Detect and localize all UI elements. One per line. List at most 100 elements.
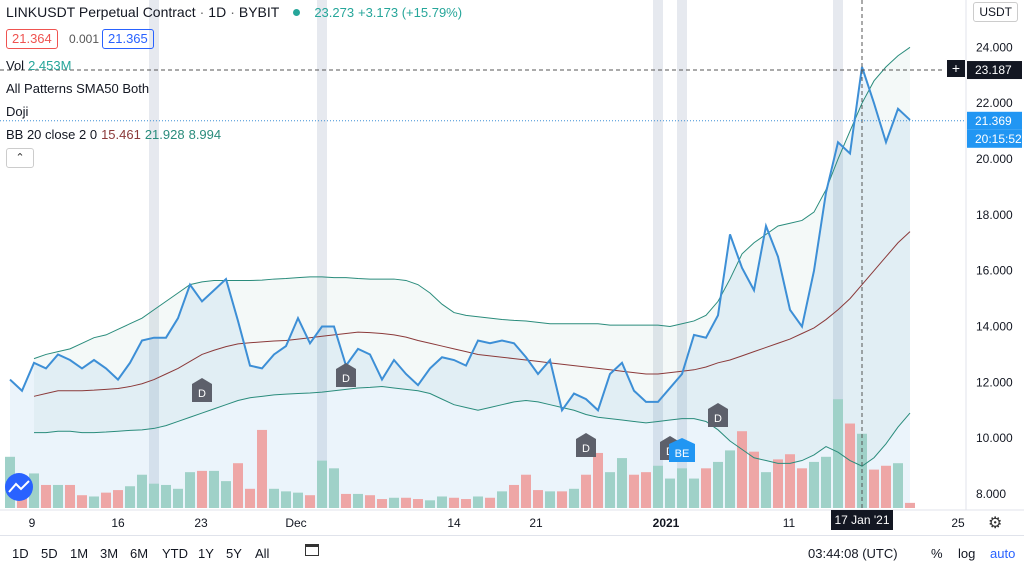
volume-label: Vol — [6, 58, 24, 73]
range-1d[interactable]: 1D — [12, 546, 29, 561]
range-5d[interactable]: 5D — [41, 546, 58, 561]
volume-bar — [821, 457, 831, 508]
price-chart[interactable]: DDDDDBE8.00010.00012.00014.00016.00018.0… — [0, 0, 1024, 535]
volume-bar — [773, 459, 783, 508]
volume-bar — [473, 496, 483, 508]
volume-bar — [521, 475, 531, 508]
volume-bar — [893, 463, 903, 508]
range-5y[interactable]: 5Y — [226, 546, 242, 561]
volume-bar — [545, 491, 555, 508]
volume-bar — [53, 485, 63, 508]
volume-bar — [797, 468, 807, 508]
price-change: +3.173 (+15.79%) — [358, 5, 462, 20]
utc-clock[interactable]: 03:44:08 (UTC) — [808, 546, 898, 561]
volume-bar — [881, 466, 891, 508]
volume-bar — [593, 453, 603, 508]
range-3m[interactable]: 3M — [100, 546, 118, 561]
log-toggle[interactable]: log — [958, 546, 975, 561]
pattern-marker-label: BE — [675, 448, 690, 460]
buy-price-button[interactable]: 21.365 — [102, 29, 154, 49]
patterns-legend[interactable]: All Patterns SMA50 Both — [6, 81, 149, 96]
range-6m[interactable]: 6M — [130, 546, 148, 561]
volume-bar — [833, 399, 843, 508]
volume-bar — [749, 452, 759, 508]
volume-bar — [377, 499, 387, 508]
x-tick-label: 2021 — [653, 516, 680, 530]
auto-toggle[interactable]: auto — [990, 546, 1015, 561]
exchange-label: BYBIT — [239, 4, 279, 20]
percent-toggle[interactable]: % — [931, 546, 943, 561]
volume-bar — [101, 493, 111, 508]
sell-price-button[interactable]: 21.364 — [6, 29, 58, 49]
bb-lower-value: 8.994 — [189, 127, 222, 142]
volume-bar — [653, 466, 663, 508]
volume-bar — [689, 479, 699, 508]
settings-gear-icon[interactable]: ⚙ — [988, 513, 1002, 533]
volume-bar — [557, 491, 567, 508]
symbol-name[interactable]: LINKUSDT Perpetual Contract — [6, 4, 196, 20]
volume-bar — [113, 490, 123, 508]
volume-bar — [761, 472, 771, 508]
currency-button[interactable]: USDT — [973, 2, 1018, 22]
volume-bar — [629, 475, 639, 508]
range-ytd[interactable]: YTD — [162, 546, 188, 561]
x-tick-label: 14 — [447, 516, 461, 530]
bb-label: BB 20 close 2 0 — [6, 127, 97, 142]
volume-bar — [413, 499, 423, 508]
collapse-legend-button[interactable]: ⌃ — [6, 148, 34, 168]
volume-bar — [869, 470, 879, 508]
volume-bar — [581, 475, 591, 508]
volume-bar — [197, 471, 207, 508]
range-1m[interactable]: 1M — [70, 546, 88, 561]
y-tick-label: 20.000 — [976, 152, 1013, 166]
volume-bar — [737, 431, 747, 508]
market-status-icon — [293, 9, 300, 16]
range-all[interactable]: All — [255, 546, 269, 561]
volume-bar — [701, 468, 711, 508]
bottom-toolbar: 1D 5D 1M 3M 6M YTD 1Y 5Y All 03:44:08 (U… — [0, 535, 1024, 568]
volume-bar — [485, 498, 495, 508]
volume-bar — [233, 463, 243, 508]
pattern-marker-label: D — [198, 388, 206, 400]
y-tick-label: 18.000 — [976, 208, 1013, 222]
volume-value: 2.453M — [28, 58, 71, 73]
volume-bar — [353, 494, 363, 508]
bb-mid-value: 15.461 — [101, 127, 141, 142]
x-tick-label: 25 — [951, 516, 965, 530]
volume-bar — [641, 472, 651, 508]
volume-bar — [449, 498, 459, 508]
volume-bar — [905, 503, 915, 508]
volume-bar — [845, 424, 855, 508]
crosshair-date-label: 17 Jan '21 — [834, 513, 889, 527]
volume-bar — [149, 484, 159, 508]
countdown-label: 20:15:52 — [975, 132, 1022, 146]
volume-bar — [41, 485, 51, 508]
y-tick-label: 8.000 — [976, 487, 1006, 501]
range-1y[interactable]: 1Y — [198, 546, 214, 561]
pattern-marker-label: D — [582, 443, 590, 455]
y-tick-label: 16.000 — [976, 264, 1013, 278]
volume-bar — [329, 468, 339, 508]
volume-bar — [809, 462, 819, 508]
add-alert-icon[interactable]: + — [947, 60, 965, 77]
volume-bar — [725, 450, 735, 508]
volume-bar — [317, 461, 327, 508]
volume-bar — [509, 485, 519, 508]
doji-legend[interactable]: Doji — [6, 104, 28, 119]
volume-legend[interactable]: Vol 2.453M — [6, 58, 71, 73]
x-tick-label: 21 — [529, 516, 543, 530]
volume-bar — [533, 490, 543, 508]
y-tick-label: 22.000 — [976, 96, 1013, 110]
volume-bar — [569, 489, 579, 508]
volume-bar — [89, 496, 99, 508]
y-tick-label: 14.000 — [976, 320, 1013, 334]
crosshair-price-label: 23.187 — [975, 63, 1012, 77]
interval-label[interactable]: 1D — [208, 4, 226, 20]
date-range-icon[interactable] — [305, 544, 319, 556]
volume-bar — [185, 472, 195, 508]
pattern-marker-label: D — [714, 413, 722, 425]
y-tick-label: 12.000 — [976, 375, 1013, 389]
volume-bar — [401, 498, 411, 508]
